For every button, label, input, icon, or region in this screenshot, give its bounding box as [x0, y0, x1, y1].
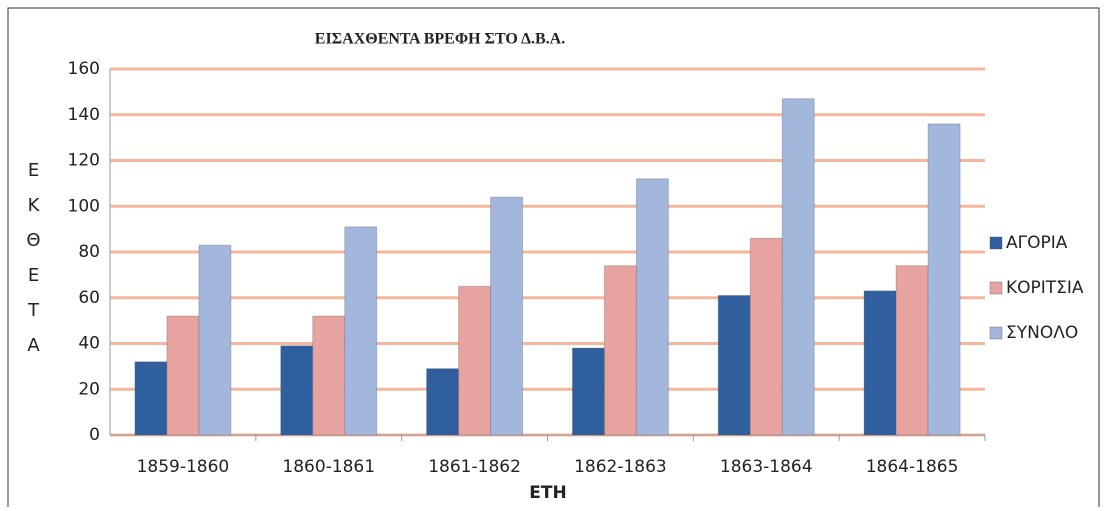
bar	[781, 98, 815, 436]
y-tick-label: 0	[89, 425, 100, 445]
bar	[312, 315, 346, 436]
bar	[458, 285, 492, 436]
legend-label: ΑΓΟΡΙΑ	[1006, 233, 1068, 253]
y-tick-label: 80	[78, 242, 100, 262]
legend-label: ΣΥΝΟΛΟ	[1006, 323, 1078, 343]
bar	[717, 294, 751, 436]
bar	[426, 368, 460, 436]
bar	[198, 244, 232, 436]
x-tick-label: 1863-1864	[720, 457, 813, 477]
y-tick-label: 20	[78, 379, 100, 399]
bar	[571, 347, 605, 436]
y-axis-label: ΕΚΘΕΤΑ	[23, 160, 44, 370]
bar	[927, 123, 961, 436]
y-tick-label: 40	[78, 334, 100, 354]
bar	[863, 290, 897, 436]
y-tick-label: 100	[68, 196, 100, 216]
bar	[344, 226, 378, 436]
x-tick-label: 1861-1862	[428, 457, 521, 477]
x-tick-label: 1860-1861	[282, 457, 375, 477]
bar	[749, 237, 783, 436]
bar	[134, 361, 168, 436]
bar	[635, 178, 669, 436]
bar	[280, 345, 314, 436]
bar	[166, 315, 200, 436]
y-tick-label: 140	[68, 105, 100, 125]
bar	[490, 196, 524, 436]
chart-title: ΕΙΣΑΧΘΕΝΤΑ ΒΡΕΦΗ ΣΤΟ Δ.Β.Α.	[315, 31, 565, 48]
bar	[895, 265, 929, 436]
legend-swatch	[989, 236, 1003, 250]
bar	[603, 265, 637, 436]
legend-swatch	[989, 281, 1003, 295]
x-tick-label: 1859-1860	[137, 457, 230, 477]
x-tick-label: 1862-1863	[574, 457, 667, 477]
y-tick-label: 60	[78, 288, 100, 308]
y-tick-label: 160	[68, 59, 100, 79]
legend-swatch	[989, 326, 1003, 340]
legend-label: ΚΟΡΙΤΣΙΑ	[1006, 278, 1084, 298]
y-tick-label: 120	[68, 151, 100, 171]
x-axis-label: ΕΤΗ	[529, 483, 566, 503]
x-tick-label: 1864-1865	[866, 457, 959, 477]
